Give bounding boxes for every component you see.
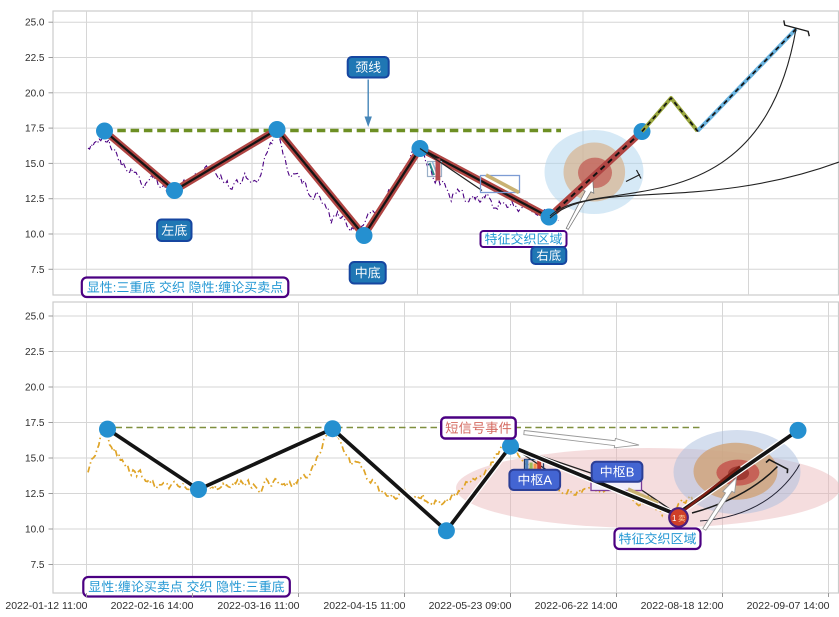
svg-text:7.5: 7.5 — [31, 560, 45, 571]
svg-text:10.0: 10.0 — [25, 525, 45, 536]
svg-text:2022-06-22 14:00: 2022-06-22 14:00 — [535, 600, 618, 612]
svg-text:22.5: 22.5 — [25, 53, 45, 64]
svg-text:B: B — [626, 464, 635, 479]
svg-text::: : — [113, 280, 117, 295]
svg-text:2022-09-07 14:00: 2022-09-07 14:00 — [747, 600, 830, 612]
svg-text:A: A — [543, 473, 552, 488]
svg-text:25.0: 25.0 — [25, 312, 45, 323]
svg-text:2022-02-16 14:00: 2022-02-16 14:00 — [111, 600, 194, 612]
svg-text:1: 1 — [672, 514, 677, 523]
svg-text:2022-08-18 12:00: 2022-08-18 12:00 — [641, 600, 724, 612]
svg-text::: : — [242, 579, 246, 594]
svg-text::: : — [215, 280, 219, 295]
svg-text:10.0: 10.0 — [25, 230, 45, 241]
svg-text:2022-03-16 11:00: 2022-03-16 11:00 — [217, 600, 299, 612]
svg-text::: : — [114, 579, 118, 594]
svg-text:25.0: 25.0 — [25, 18, 45, 29]
svg-text:2022-05-23 09:00: 2022-05-23 09:00 — [429, 600, 512, 612]
svg-text:22.5: 22.5 — [25, 347, 45, 358]
svg-text:15.0: 15.0 — [25, 159, 45, 170]
svg-text:12.5: 12.5 — [25, 194, 45, 205]
svg-text:15.0: 15.0 — [25, 454, 45, 465]
svg-text:20.0: 20.0 — [25, 88, 45, 99]
svg-text:12.5: 12.5 — [25, 489, 45, 500]
svg-text:2022-04-15 11:00: 2022-04-15 11:00 — [323, 600, 405, 612]
svg-text:17.5: 17.5 — [25, 418, 45, 429]
svg-text:17.5: 17.5 — [25, 124, 45, 135]
svg-text:2022-01-12 11:00: 2022-01-12 11:00 — [5, 600, 87, 612]
svg-text:20.0: 20.0 — [25, 383, 45, 394]
svg-text:7.5: 7.5 — [31, 265, 45, 276]
